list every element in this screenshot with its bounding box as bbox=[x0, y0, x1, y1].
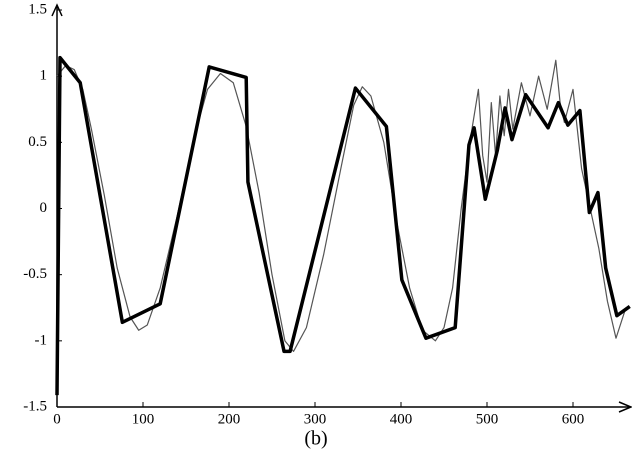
caption: (b) bbox=[304, 428, 327, 450]
x-tick-label: 300 bbox=[304, 411, 327, 427]
y-tick-label: -1 bbox=[35, 332, 48, 348]
y-tick-label: 0.5 bbox=[28, 134, 47, 150]
line-series bbox=[56, 59, 626, 353]
x-tick-label: 0 bbox=[53, 411, 61, 427]
x-tick-label: 100 bbox=[132, 411, 155, 427]
x-tick-label: 500 bbox=[476, 411, 499, 427]
y-tick-label: 1 bbox=[40, 68, 48, 84]
x-tick-label: 600 bbox=[562, 411, 585, 427]
y-tick-label: 0 bbox=[40, 200, 48, 216]
y-tick-label: -0.5 bbox=[23, 266, 47, 282]
line-series bbox=[55, 55, 631, 396]
x-tick-label: 200 bbox=[218, 411, 241, 427]
x-axis-arrow bbox=[618, 401, 632, 413]
y-tick-label: 1.5 bbox=[28, 1, 47, 17]
y-tick-label: -1.5 bbox=[23, 398, 47, 414]
x-tick-label: 400 bbox=[390, 411, 413, 427]
y-axis-arrow bbox=[51, 3, 63, 17]
